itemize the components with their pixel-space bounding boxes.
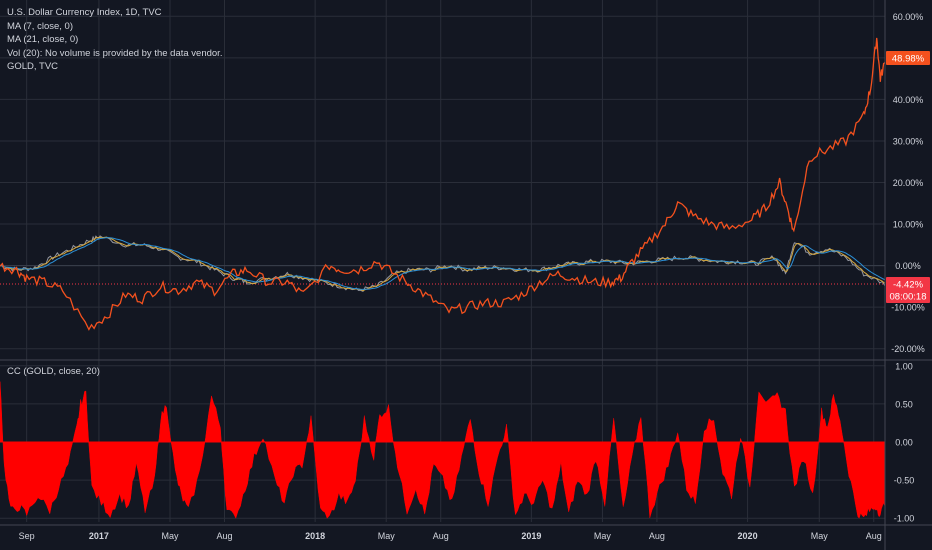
cc-tick-label: -0.50: [894, 476, 915, 486]
time-tick-label: 2018: [305, 531, 325, 541]
correlation-scale[interactable]: 1.00 0.50 0.00 -0.50 -1.00: [894, 361, 915, 523]
price-tick-label: 20.00%: [893, 178, 924, 188]
correlation-legend[interactable]: CC (GOLD, close, 20): [7, 366, 100, 377]
price-tick-label: 10.00%: [893, 220, 924, 230]
price-tick-label: -20.00%: [891, 344, 925, 354]
cc-tick-label: 1.00: [895, 361, 913, 371]
time-tick-label: Aug: [433, 531, 449, 541]
gold-value-badge: [886, 51, 930, 65]
cc-tick-label: 0.00: [895, 438, 913, 448]
time-tick-label: May: [378, 531, 396, 541]
cc-tick-label: -1.00: [894, 514, 915, 524]
time-tick-label: May: [594, 531, 612, 541]
series-line-ma21[interactable]: [0, 237, 886, 290]
cc-area[interactable]: [0, 381, 886, 519]
volume-legend[interactable]: Vol (20): No volume is provided by the d…: [7, 47, 223, 59]
time-scale[interactable]: Sep 2017 May Aug 2018 May Aug 2019 May Aug 2020 May…: [19, 531, 882, 541]
price-tick-label: -10.00%: [891, 303, 925, 313]
time-tick-label: Aug: [649, 531, 665, 541]
compare-symbol-legend[interactable]: GOLD, TVC: [7, 61, 59, 73]
time-tick-label: Sep: [19, 531, 35, 541]
cc-tick-label: 0.50: [895, 399, 913, 409]
dxy-value-label: -4.42%: [893, 280, 924, 291]
symbol-title[interactable]: U.S. Dollar Currency Index, 1D, TVC: [7, 7, 162, 18]
series-line-gold[interactable]: [0, 37, 886, 331]
price-tick-label: 30.00%: [893, 136, 924, 146]
correlation-pane[interactable]: [0, 381, 886, 519]
time-tick-label: Aug: [866, 531, 882, 541]
ma21-legend[interactable]: MA (21, close, 0): [7, 34, 79, 46]
price-tick-label: 40.00%: [893, 95, 924, 105]
gold-value-label: 48.98%: [892, 54, 925, 65]
time-tick-label: 2017: [89, 531, 109, 541]
time-tick-label: May: [811, 531, 829, 541]
time-tick-label: 2019: [521, 531, 541, 541]
time-tick-label: 2020: [738, 531, 758, 541]
main-legend: U.S. Dollar Currency Index, 1D, TVC MA (…: [7, 6, 222, 74]
bar-countdown-label: 08:00:18: [890, 292, 927, 303]
time-tick-label: May: [162, 531, 180, 541]
price-tick-label: 0.00%: [895, 261, 921, 271]
price-badges: 48.98% -4.42% 08:00:18: [886, 51, 930, 303]
time-tick-label: Aug: [217, 531, 233, 541]
price-pane[interactable]: [0, 37, 886, 331]
ma7-legend[interactable]: MA (7, close, 0): [7, 20, 73, 32]
price-tick-label: 60.00%: [893, 12, 924, 22]
dxy-value-badge: [886, 277, 930, 303]
